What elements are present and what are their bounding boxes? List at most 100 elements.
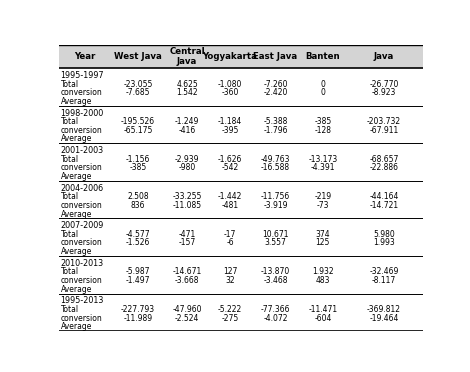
Text: conversion: conversion	[61, 126, 102, 135]
Text: -5.987: -5.987	[125, 267, 150, 276]
Text: 1.542: 1.542	[176, 88, 198, 97]
Text: 1995-1997: 1995-1997	[61, 71, 104, 80]
Text: 1.993: 1.993	[373, 238, 395, 247]
Text: -23.055: -23.055	[123, 80, 153, 89]
Text: -22.886: -22.886	[369, 163, 399, 172]
Text: -2.420: -2.420	[263, 88, 288, 97]
Text: -47.960: -47.960	[172, 305, 202, 314]
Text: -275: -275	[221, 314, 239, 323]
Text: Total: Total	[61, 230, 78, 239]
Text: conversion: conversion	[61, 238, 102, 247]
Text: -471: -471	[179, 230, 196, 239]
Text: -11.471: -11.471	[308, 305, 337, 314]
Text: Average: Average	[61, 209, 92, 219]
Text: Total: Total	[61, 80, 78, 89]
Text: -7.685: -7.685	[125, 88, 150, 97]
Text: 374: 374	[315, 230, 330, 239]
Text: Average: Average	[61, 97, 92, 106]
Text: 1995-2013: 1995-2013	[61, 296, 104, 305]
Text: Total: Total	[61, 305, 78, 314]
Text: Central
Java: Central Java	[169, 46, 205, 66]
Text: conversion: conversion	[61, 201, 102, 210]
Text: -33.255: -33.255	[172, 192, 202, 201]
Text: -8.923: -8.923	[372, 88, 396, 97]
Text: -16.588: -16.588	[261, 163, 290, 172]
Text: conversion: conversion	[61, 276, 102, 285]
Text: -1.497: -1.497	[125, 276, 150, 285]
Text: 2010-2013: 2010-2013	[61, 259, 104, 268]
Text: Average: Average	[61, 322, 92, 331]
Text: conversion: conversion	[61, 314, 102, 323]
Text: -4.577: -4.577	[125, 230, 150, 239]
Text: -68.657: -68.657	[369, 155, 399, 164]
Text: -980: -980	[179, 163, 196, 172]
Text: -195.526: -195.526	[121, 117, 155, 126]
Text: -369.812: -369.812	[367, 305, 401, 314]
Text: 32: 32	[225, 276, 235, 285]
Text: -5.222: -5.222	[218, 305, 242, 314]
Text: -49.763: -49.763	[261, 155, 290, 164]
Text: Banten: Banten	[306, 52, 340, 61]
Text: -1.080: -1.080	[218, 80, 242, 89]
Text: Average: Average	[61, 247, 92, 256]
Text: -604: -604	[314, 314, 331, 323]
Text: East Java: East Java	[253, 52, 298, 61]
Text: Total: Total	[61, 155, 78, 164]
Text: Average: Average	[61, 285, 92, 294]
Text: Average: Average	[61, 134, 92, 144]
Text: -1.442: -1.442	[218, 192, 242, 201]
Text: -4.391: -4.391	[311, 163, 335, 172]
Text: -2.939: -2.939	[175, 155, 199, 164]
Text: -203.732: -203.732	[367, 117, 401, 126]
Text: -1.184: -1.184	[218, 117, 242, 126]
Text: -11.085: -11.085	[172, 201, 202, 210]
Text: -481: -481	[221, 201, 238, 210]
Text: -1.626: -1.626	[218, 155, 242, 164]
Text: -3.919: -3.919	[263, 201, 288, 210]
Text: -3.668: -3.668	[175, 276, 199, 285]
Text: -2.524: -2.524	[175, 314, 199, 323]
Text: Year: Year	[74, 52, 96, 61]
Text: 2001-2003: 2001-2003	[61, 146, 104, 155]
Text: Average: Average	[61, 172, 92, 181]
Text: Java: Java	[374, 52, 394, 61]
Text: -6: -6	[226, 238, 234, 247]
Text: -32.469: -32.469	[369, 267, 399, 276]
Text: -7.260: -7.260	[263, 80, 288, 89]
Text: -227.793: -227.793	[121, 305, 155, 314]
Text: 1.932: 1.932	[312, 267, 334, 276]
Text: 2004-2006: 2004-2006	[61, 184, 104, 193]
Text: -13.173: -13.173	[308, 155, 337, 164]
Text: conversion: conversion	[61, 88, 102, 97]
Text: conversion: conversion	[61, 163, 102, 172]
Text: 836: 836	[131, 201, 145, 210]
Text: -77.366: -77.366	[261, 305, 290, 314]
Text: -3.468: -3.468	[263, 276, 288, 285]
Text: -157: -157	[179, 238, 196, 247]
Text: -219: -219	[314, 192, 331, 201]
Text: -1.156: -1.156	[126, 155, 150, 164]
Text: -73: -73	[317, 201, 329, 210]
Text: -14.671: -14.671	[172, 267, 202, 276]
Text: -13.870: -13.870	[261, 267, 290, 276]
Text: 10.671: 10.671	[262, 230, 289, 239]
Text: 2.508: 2.508	[127, 192, 149, 201]
Text: 127: 127	[223, 267, 237, 276]
Text: 483: 483	[315, 276, 330, 285]
Text: -360: -360	[221, 88, 239, 97]
Text: 0: 0	[321, 80, 325, 89]
Text: Total: Total	[61, 267, 78, 276]
Text: -14.721: -14.721	[369, 201, 399, 210]
Text: -44.164: -44.164	[369, 192, 399, 201]
Text: -5.388: -5.388	[263, 117, 288, 126]
Text: -1.796: -1.796	[263, 126, 288, 135]
Text: -416: -416	[179, 126, 196, 135]
Text: -4.072: -4.072	[263, 314, 288, 323]
Text: -65.175: -65.175	[123, 126, 153, 135]
Text: 2007-2009: 2007-2009	[61, 221, 104, 230]
Text: -1.249: -1.249	[175, 117, 199, 126]
Text: -128: -128	[314, 126, 331, 135]
Text: -17: -17	[224, 230, 236, 239]
Text: 0: 0	[321, 88, 325, 97]
Text: -11.989: -11.989	[124, 314, 153, 323]
